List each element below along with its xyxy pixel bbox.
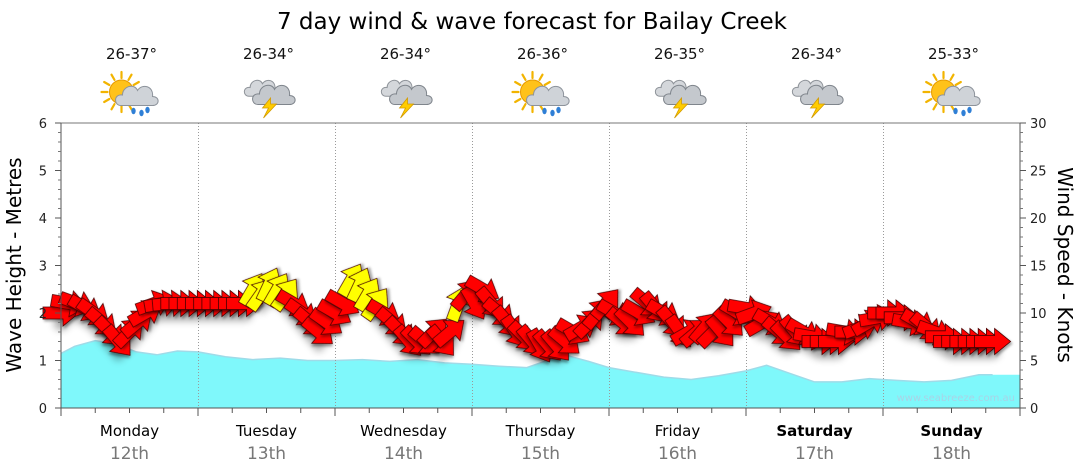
storm-cloud-icon <box>654 79 707 119</box>
left-tick-label: 5 <box>39 165 47 180</box>
day-label: Tuesday <box>235 422 297 440</box>
day-weather: 26-37° <box>100 45 159 117</box>
temperature-range: 26-34° <box>243 45 294 63</box>
right-tick-label: 5 <box>1030 355 1038 370</box>
right-tick-label: 20 <box>1030 212 1047 227</box>
date-label: 13th <box>247 444 286 464</box>
date-label: 14th <box>384 444 423 464</box>
temperature-range: 26-34° <box>791 45 842 63</box>
day-label: Saturday <box>776 422 853 440</box>
sun-cloud-rain-icon <box>922 70 981 117</box>
plot-area: www.seabreeze.com.au <box>42 122 1021 409</box>
right-tick-label: 30 <box>1030 117 1047 132</box>
wave-height-area <box>61 340 1020 408</box>
day-weather: 26-34° <box>380 45 433 119</box>
left-tick-label: 2 <box>39 307 47 322</box>
day-label: Sunday <box>920 422 983 440</box>
day-label: Wednesday <box>360 422 447 440</box>
right-axis-title: Wind Speed - Knots <box>1053 167 1077 363</box>
storm-cloud-icon <box>791 79 844 119</box>
wind-arrows <box>42 263 1012 363</box>
wind-arrow <box>431 320 465 349</box>
date-label: 15th <box>521 444 560 464</box>
temperature-range: 26-34° <box>380 45 431 63</box>
left-tick-label: 6 <box>39 117 47 132</box>
daily-weather-header: 26-37° 26-34° 26-34° 26-36° 26-35° 26-34° 25-3… <box>100 45 981 119</box>
day-label: Monday <box>100 422 159 440</box>
date-label: 16th <box>658 444 697 464</box>
day-weather: 26-36° <box>511 45 570 117</box>
temperature-range: 25-33° <box>928 45 979 63</box>
day-label: Friday <box>655 422 701 440</box>
chart-title: 7 day wind & wave forecast for Bailay Cr… <box>277 9 788 35</box>
sun-cloud-rain-icon <box>100 70 159 117</box>
temperature-range: 26-36° <box>517 45 568 63</box>
right-tick-label: 10 <box>1030 307 1047 322</box>
day-label: Thursday <box>505 422 576 440</box>
right-tick-label: 15 <box>1030 260 1047 275</box>
temperature-range: 26-37° <box>106 45 157 63</box>
day-weather: 26-34° <box>243 45 296 119</box>
left-tick-label: 0 <box>39 402 47 417</box>
wind-arrow <box>974 327 1012 356</box>
left-axis: 0 1 2 3 4 5 6 <box>39 117 62 417</box>
left-axis-title: Wave Height - Metres <box>2 157 26 372</box>
day-weather: 26-34° <box>791 45 844 119</box>
sun-cloud-rain-icon <box>511 70 570 117</box>
date-label: 18th <box>932 444 971 464</box>
day-weather: 25-33° <box>922 45 981 117</box>
watermark: www.seabreeze.com.au <box>897 393 1015 404</box>
left-tick-label: 3 <box>39 260 47 275</box>
temperature-range: 26-35° <box>654 45 705 63</box>
x-axis: Monday 12th Tuesday 13th Wednesday 14th Thursd… <box>60 407 1021 464</box>
day-weather: 26-35° <box>654 45 707 119</box>
storm-cloud-icon <box>380 79 433 119</box>
date-label: 12th <box>110 444 149 464</box>
right-tick-label: 0 <box>1030 402 1038 417</box>
left-tick-label: 4 <box>39 212 47 227</box>
wave-height-line <box>60 339 993 383</box>
grid-lines <box>198 123 884 408</box>
storm-cloud-icon <box>243 79 296 119</box>
right-axis: 0 5 10 15 20 25 30 <box>1019 117 1047 417</box>
date-label: 17th <box>795 444 834 464</box>
right-tick-label: 25 <box>1030 165 1047 180</box>
left-tick-label: 1 <box>39 355 47 370</box>
